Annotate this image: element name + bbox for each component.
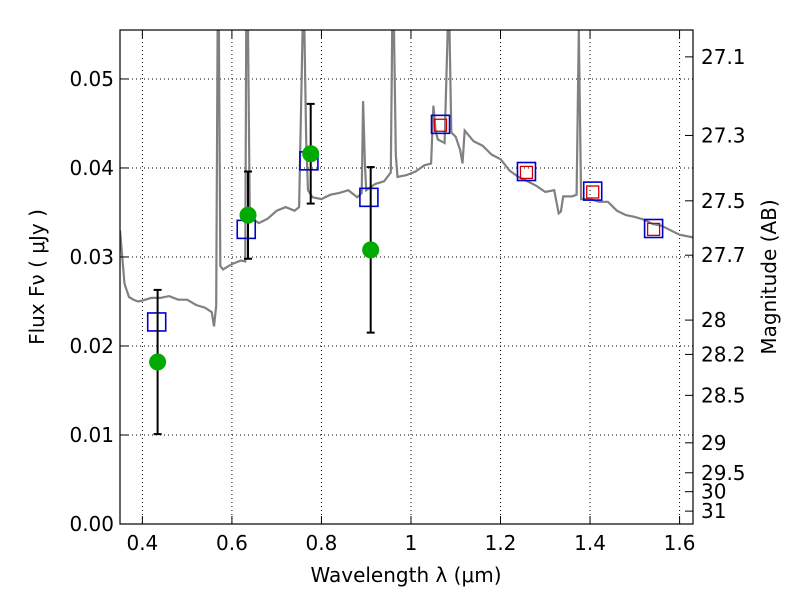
red-square-marker — [433, 118, 448, 132]
blue-square-marker — [582, 181, 603, 201]
y-tick-label: 0.03 — [69, 245, 114, 269]
y2-tick-label: 28.2 — [701, 342, 746, 366]
y-tick-label: 0.01 — [69, 423, 114, 447]
y2-tick-label: 28 — [701, 308, 726, 332]
axis-ticks: 0.4 0.6 0.8 1 1.2 1.4 1.6 0.00 0.01 0.02 0.03 0.04 0… — [69, 30, 746, 555]
y2-tick-label: 29 — [701, 431, 726, 455]
y-tick-label: 0.05 — [69, 67, 114, 91]
y-tick-label: 0.02 — [69, 334, 114, 358]
x-tick-label: 1.6 — [664, 531, 696, 555]
y2-tick-label: 30 — [701, 480, 726, 504]
x-tick-label: 1.2 — [485, 531, 517, 555]
y-tick-label: 0.00 — [69, 512, 114, 536]
green-data-point — [362, 241, 380, 259]
green-data-point — [149, 353, 167, 371]
y2-tick-label: 28.5 — [701, 383, 746, 407]
y2-tick-label: 27.5 — [701, 189, 746, 213]
x-tick-label: 1.4 — [574, 531, 606, 555]
x-axis-label: Wavelength λ (μm) — [310, 563, 501, 587]
y2-axis-label: Magnitude (AB) — [757, 199, 781, 354]
blue-square-marker — [516, 161, 537, 182]
series-layer — [120, 30, 693, 436]
plot-frame — [119, 29, 694, 525]
red-square-marker — [646, 222, 661, 237]
blue-square-marker — [359, 187, 379, 208]
x-tick-label: 0.8 — [306, 531, 338, 555]
y-tick-label: 0.04 — [69, 156, 114, 180]
y2-tick-label: 27.3 — [701, 123, 746, 147]
y2-tick-label: 27.7 — [701, 243, 746, 267]
blue-square-marker — [643, 218, 664, 239]
red-square-marker — [519, 165, 534, 180]
x-tick-label: 0.6 — [216, 531, 248, 555]
x-tick-label: 0.4 — [126, 531, 158, 555]
blue-square-marker — [430, 114, 451, 135]
spectrum-line — [120, 30, 693, 327]
y2-tick-label: 31 — [701, 499, 726, 523]
y2-tick-label: 27.1 — [701, 45, 746, 69]
y-axis-label: Flux Fν ( μJy ) — [25, 209, 49, 345]
green-data-point — [302, 145, 320, 163]
green-data-point — [239, 206, 257, 224]
y2-tick-label: 29.5 — [701, 461, 746, 485]
red-square-marker — [586, 185, 600, 199]
x-tick-label: 1 — [405, 531, 418, 555]
